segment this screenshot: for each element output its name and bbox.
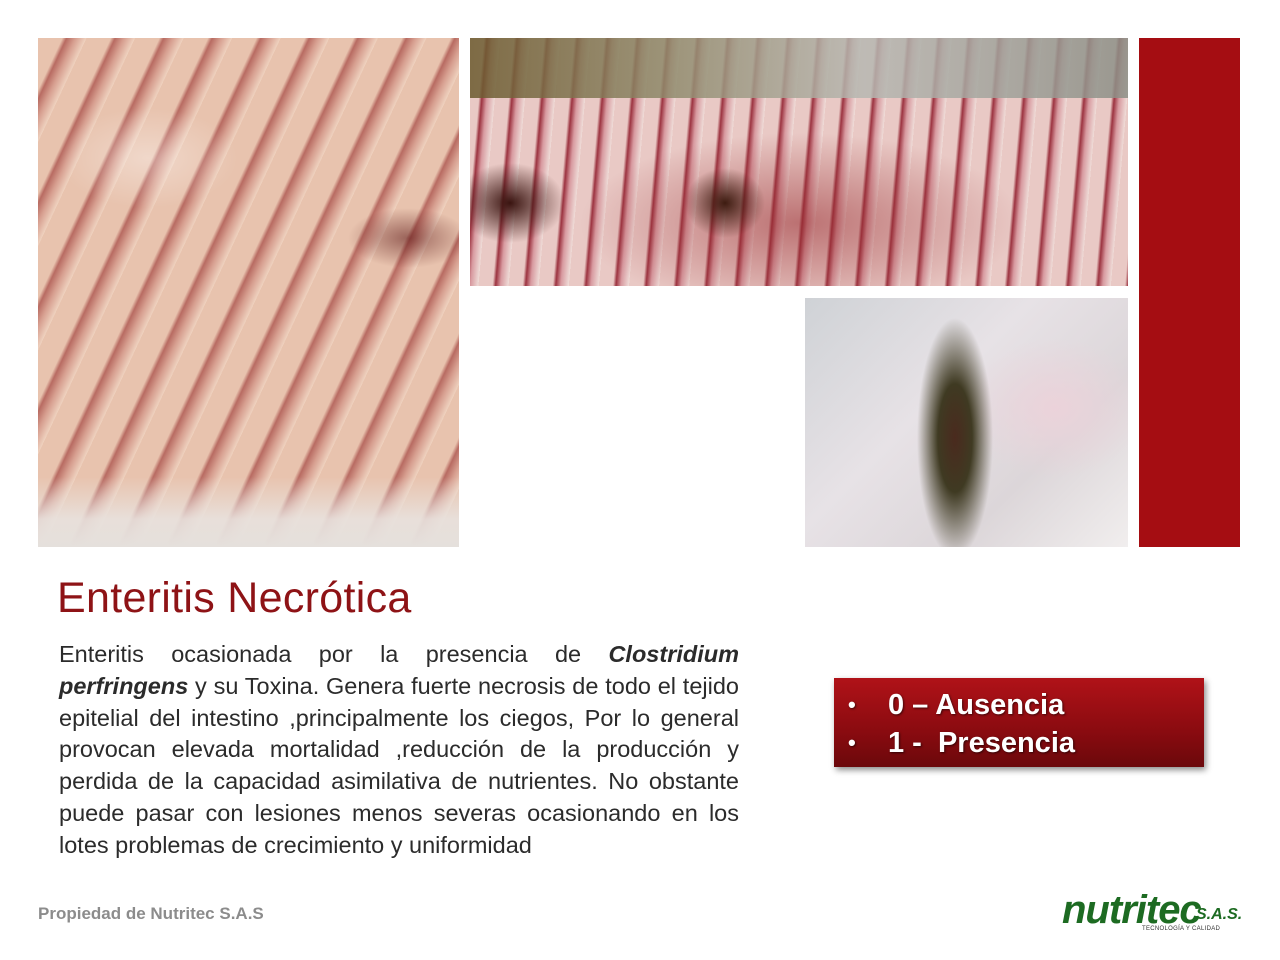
legend-item-absence: • 0 – Ausencia [848,686,1204,724]
legend-label: 1 - Presencia [888,726,1075,759]
description-part1: Enteritis ocasionada por la presencia de [59,641,609,667]
accent-bar [1139,38,1240,547]
logo-wordmark: nutritec [1062,888,1202,932]
score-legend: • 0 – Ausencia • 1 - Presencia [834,678,1204,767]
logo-tagline: TECNOLOGÍA Y CALIDAD [1142,926,1221,932]
bullet-icon: • [848,692,856,717]
organism-name: Clostridium perfringens [59,641,739,699]
legend-label: 0 – Ausencia [888,688,1065,721]
description-part2: y su Toxina. Genera fuerte necrosis de t… [59,672,739,858]
ceca-photo [805,298,1128,547]
intestine-photo-opened [470,38,1128,286]
bullet-icon: • [848,730,856,755]
footer-text: Propiedad de Nutritec S.A.S [38,904,264,923]
description-text: Enteritis ocasionada por la presencia de… [59,639,739,862]
logo-suffix: S.A.S. [1196,906,1243,923]
slide-title: Enteritis Necrótica [57,574,412,622]
nutritec-logo: nutritec S.A.S. TECNOLOGÍA Y CALIDAD [1062,888,1252,938]
legend-item-presence: • 1 - Presencia [848,724,1204,762]
intestine-photo-closeup [38,38,459,547]
